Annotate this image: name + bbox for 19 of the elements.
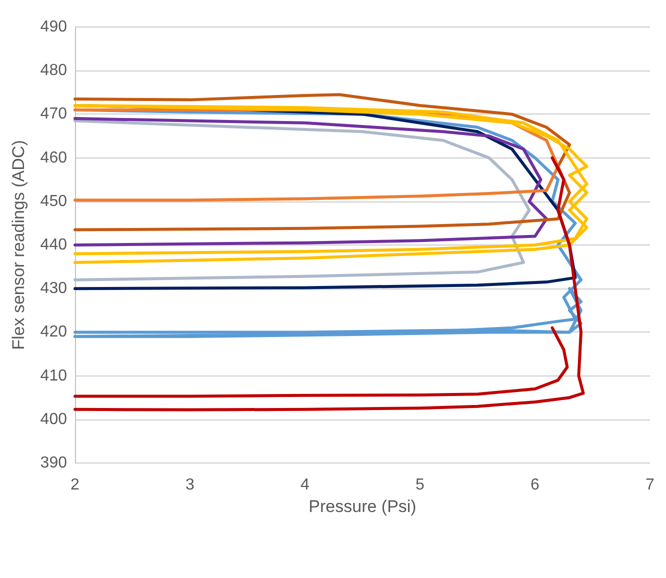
x-tick-label: 7 <box>646 476 655 494</box>
y-tick-label: 480 <box>40 62 68 80</box>
y-tick-label: 490 <box>40 18 68 36</box>
y-tick-label: 390 <box>40 454 68 472</box>
y-axis-title: Flex sensor readings (ADC) <box>9 140 28 350</box>
y-tick-label: 430 <box>40 280 68 298</box>
y-tick-label: 470 <box>40 106 68 123</box>
y-tick-label: 460 <box>40 149 68 166</box>
x-tick-label: 6 <box>530 476 540 494</box>
x-tick-label: 2 <box>70 476 80 494</box>
x-tick-label: 4 <box>300 476 310 494</box>
y-tick-label: 400 <box>40 410 68 428</box>
y-tick-label: 410 <box>40 367 68 384</box>
x-tick-label: 5 <box>416 476 425 494</box>
y-tick-label: 450 <box>40 192 68 210</box>
x-tick-label: 3 <box>186 476 195 494</box>
y-tick-label: 440 <box>40 236 68 254</box>
x-axis-title: Pressure (Psi) <box>308 496 416 516</box>
y-tick-label: 420 <box>40 324 68 341</box>
